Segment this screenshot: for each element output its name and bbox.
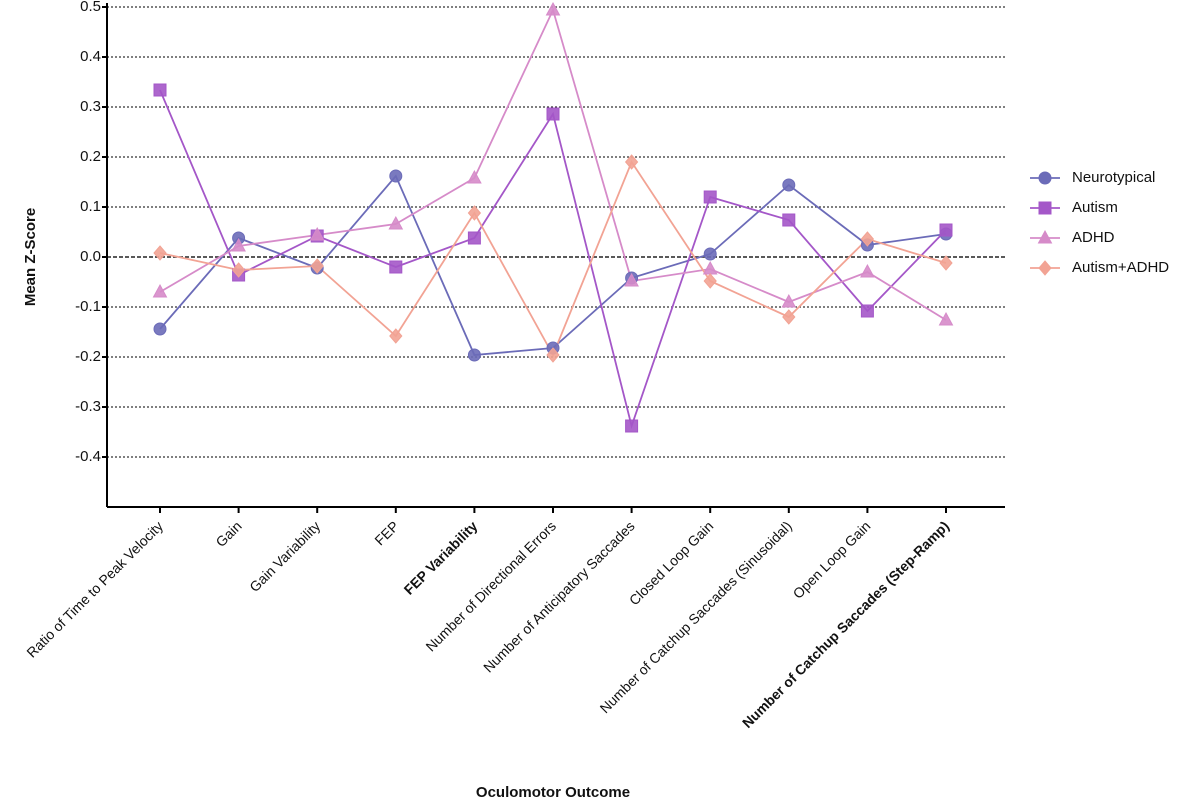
y-axis-title: Mean Z-Score xyxy=(22,208,39,306)
point xyxy=(939,223,953,237)
series-line xyxy=(159,89,947,430)
point xyxy=(231,262,246,278)
x-tick-label: Open Loop Gain xyxy=(790,518,874,602)
y-tick-label: -0.2 xyxy=(75,348,101,365)
legend-label: Autism+ADHD xyxy=(1072,259,1169,276)
y-tick-label: -0.4 xyxy=(75,448,101,465)
point xyxy=(389,260,403,274)
point xyxy=(388,215,404,230)
x-axis-title: Oculomotor Outcome xyxy=(476,784,630,801)
y-tick-label: 0.1 xyxy=(80,198,101,215)
point xyxy=(546,107,560,121)
y-tick-label: 0.2 xyxy=(80,148,101,165)
legend-marker xyxy=(1037,229,1053,244)
point xyxy=(624,154,639,170)
x-tick-label: Gain xyxy=(212,518,244,550)
point xyxy=(467,169,482,184)
x-tick-label: Number of Anticipatory Saccades xyxy=(480,518,638,676)
x-tick-label: FEP xyxy=(371,518,402,549)
legend-marker xyxy=(1038,171,1052,185)
point xyxy=(782,309,796,325)
point xyxy=(153,245,167,261)
point xyxy=(546,347,560,363)
point xyxy=(781,293,797,308)
x-tick-label: Number of Directional Errors xyxy=(422,518,559,655)
point xyxy=(860,304,874,318)
point xyxy=(703,273,717,289)
y-tick-label: 0.4 xyxy=(80,48,101,65)
y-tick-label: 0.3 xyxy=(80,98,101,115)
point xyxy=(782,178,796,192)
point xyxy=(467,348,481,362)
point xyxy=(389,169,403,183)
legend-marker xyxy=(1038,201,1052,215)
y-tick-label: -0.1 xyxy=(75,298,101,315)
point xyxy=(624,272,639,287)
point xyxy=(625,419,639,433)
point xyxy=(702,260,718,275)
x-tick-label: Closed Loop Gain xyxy=(626,518,717,609)
point xyxy=(860,263,875,278)
point xyxy=(153,322,167,336)
point xyxy=(938,311,954,326)
legend-marker xyxy=(1038,260,1052,276)
point xyxy=(231,237,246,252)
legend-label: Neurotypical xyxy=(1072,169,1155,186)
point xyxy=(309,226,325,241)
point xyxy=(703,190,717,204)
point xyxy=(782,213,796,227)
point xyxy=(703,247,717,261)
point xyxy=(939,255,953,271)
x-tick-label: FEP Variability xyxy=(401,518,481,598)
point xyxy=(467,231,481,245)
legend-label: ADHD xyxy=(1072,229,1115,246)
x-tick-label: Ratio of Time to Peak Velocity xyxy=(23,518,166,661)
point xyxy=(467,205,482,221)
series-line xyxy=(159,160,947,358)
point xyxy=(310,258,324,274)
point xyxy=(860,231,875,247)
point xyxy=(545,1,561,16)
y-tick-label: 0.5 xyxy=(80,0,101,15)
y-tick-label: -0.3 xyxy=(75,398,101,415)
x-tick-label: Gain Variability xyxy=(246,518,323,595)
legend-label: Autism xyxy=(1072,199,1118,216)
point xyxy=(389,328,403,344)
point xyxy=(152,283,168,298)
point xyxy=(153,83,167,97)
y-tick-label: 0.0 xyxy=(80,248,101,265)
